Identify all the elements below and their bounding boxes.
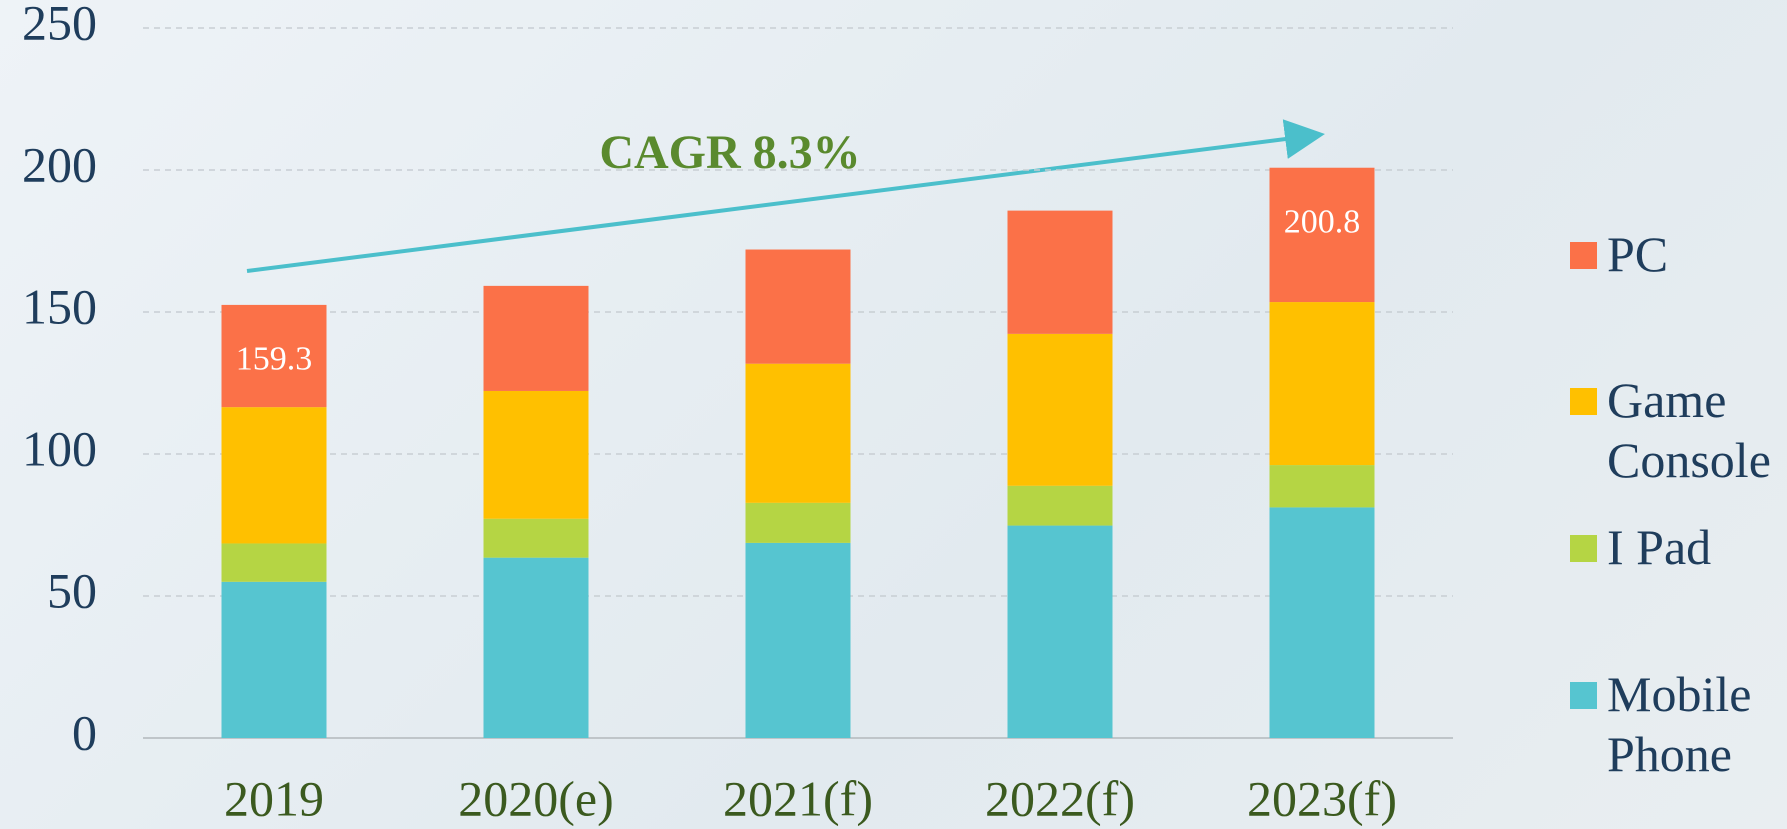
- total-label: 159.3: [236, 341, 313, 378]
- bar-segment: [1269, 167, 1375, 303]
- legend-item: Mobile Phone: [1570, 664, 1785, 784]
- legend-label: Mobile Phone: [1607, 666, 1752, 782]
- bar-segment: [483, 557, 589, 738]
- legend-swatch: [1570, 388, 1597, 415]
- bar-segment: [1269, 465, 1375, 508]
- x-tick-label: 2022(f): [985, 770, 1135, 826]
- y-tick-label: 0: [72, 704, 97, 760]
- cagr-annotation: CAGR 8.3%: [599, 126, 860, 179]
- bar-segment: [221, 304, 327, 408]
- y-tick-label: 250: [22, 0, 97, 50]
- x-tick-label: 2019: [224, 770, 324, 826]
- bar-segment: [745, 542, 851, 738]
- legend-label: Game Console: [1607, 372, 1771, 488]
- legend-label: I Pad: [1607, 519, 1712, 575]
- total-label: 200.8: [1284, 204, 1361, 241]
- y-tick-label: 150: [22, 278, 97, 334]
- bar-segment: [221, 581, 327, 738]
- bar-segment: [1269, 302, 1375, 466]
- bar-segment: [221, 407, 327, 544]
- bar-segment: [745, 363, 851, 503]
- legend-swatch: [1570, 682, 1597, 709]
- bar-segment: [1007, 333, 1113, 486]
- trend-arrow: [246, 119, 1325, 273]
- bar-segment: [483, 285, 589, 391]
- x-tick-label: 2020(e): [458, 770, 614, 826]
- bar-segment: [745, 502, 851, 543]
- bar-segment: [1007, 210, 1113, 334]
- legend-item: Game Console: [1570, 370, 1785, 490]
- y-tick-label: 50: [47, 562, 97, 618]
- legend-item: PC: [1570, 224, 1785, 284]
- legend-label: PC: [1607, 226, 1669, 282]
- legend-item: I Pad: [1570, 517, 1785, 577]
- bar-segment: [483, 390, 589, 519]
- y-tick-label: 200: [22, 136, 97, 192]
- legend-swatch: [1570, 242, 1597, 269]
- x-tick-label: 2021(f): [723, 770, 873, 826]
- bar-segment: [221, 543, 327, 582]
- bar-segment: [1269, 507, 1375, 738]
- legend-swatch: [1570, 535, 1597, 562]
- bar-segment: [483, 518, 589, 558]
- bar-segment: [1007, 525, 1113, 738]
- bar-segment: [1007, 485, 1113, 526]
- bar-segment: [745, 249, 851, 364]
- x-tick-label: 2023(f): [1247, 770, 1397, 826]
- y-tick-label: 100: [22, 420, 97, 476]
